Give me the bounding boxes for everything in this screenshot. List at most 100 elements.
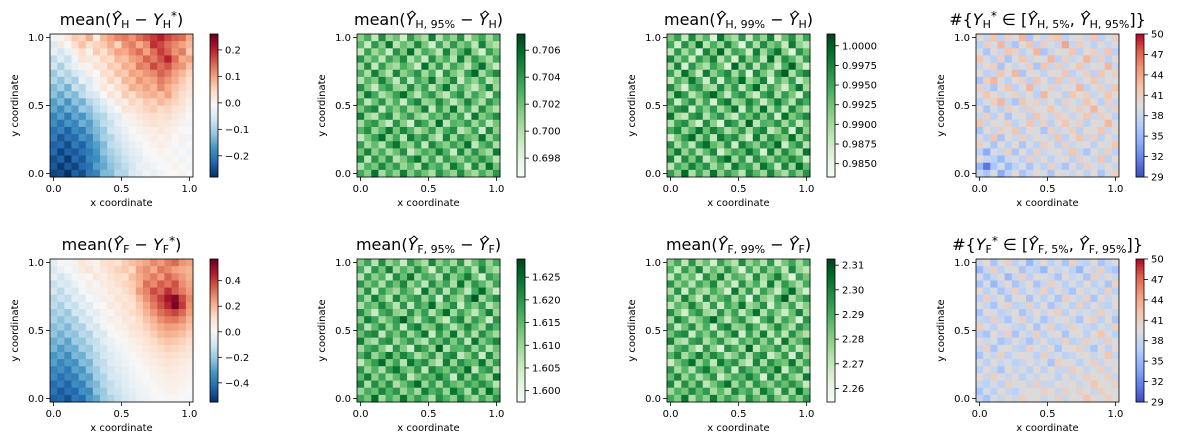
heatmap-cell: [57, 394, 65, 403]
heatmap-cell: [709, 148, 718, 157]
heatmap-cell: [1061, 294, 1070, 303]
colorbar-segment: [210, 340, 218, 343]
heatmap-cell: [378, 301, 387, 310]
heatmap-cell: [135, 351, 144, 360]
heatmap-cell: [485, 330, 494, 339]
heatmap-cell: [983, 62, 991, 71]
colorbar-segment: [827, 155, 835, 159]
heatmap-cell: [1011, 280, 1020, 289]
heatmap-cell: [71, 162, 80, 171]
heatmap-cell: [485, 141, 494, 149]
heatmap-cell: [171, 259, 180, 267]
heatmap-cell: [107, 62, 115, 71]
colorbar-segment: [210, 390, 218, 393]
heatmap-cell: [1033, 337, 1041, 346]
heatmap-cell: [78, 55, 87, 64]
heatmap-cell: [64, 287, 72, 296]
heatmap-cell: [1047, 148, 1056, 157]
heatmap-cell: [681, 84, 689, 92]
heatmap-cell: [724, 162, 732, 171]
heatmap-cell: [435, 266, 444, 274]
y-axis-label: y coordinate: [627, 74, 638, 136]
colorbar-segment: [517, 397, 525, 401]
heatmap-cell: [142, 387, 151, 396]
heatmap-cell: [976, 62, 984, 71]
heatmap-cell: [774, 287, 782, 296]
heatmap-cell: [1083, 266, 1091, 274]
heatmap-cell: [428, 148, 437, 157]
heatmap-cell: [71, 337, 80, 346]
colorbar-segment: [210, 76, 218, 80]
heatmap-cell: [1076, 316, 1084, 324]
heatmap-cell: [688, 323, 697, 331]
heatmap-cell: [142, 273, 151, 281]
heatmap-cell: [976, 394, 984, 403]
heatmap-cell: [1076, 126, 1084, 135]
colorbar-segment: [517, 316, 525, 320]
heatmap-cell: [407, 387, 415, 396]
colorbar-segment: [517, 328, 525, 331]
heatmap-cell: [107, 301, 115, 310]
heatmap-cell: [471, 287, 480, 296]
heatmap-cell: [667, 62, 675, 71]
heatmap-cell: [1054, 359, 1063, 367]
heatmap-cell: [1018, 112, 1027, 121]
hat-accent: [718, 10, 726, 15]
heatmap-cell: [802, 69, 811, 78]
heatmap-cell: [50, 259, 58, 267]
heatmap-cell: [688, 301, 697, 310]
heatmap-cell: [185, 301, 194, 310]
heatmap-cell: [407, 34, 415, 42]
heatmap-cell: [781, 316, 790, 324]
heatmap-cell: [485, 380, 494, 389]
heatmap-cell: [731, 259, 739, 267]
heatmap-cell: [471, 330, 480, 339]
heatmap-cell: [788, 41, 797, 49]
heatmap-cell: [492, 98, 501, 106]
heatmap-cell: [717, 373, 725, 382]
heatmap-cell: [702, 287, 711, 296]
heatmap-cell: [371, 366, 379, 374]
heatmap-cell: [774, 141, 782, 149]
heatmap-cell: [442, 155, 451, 164]
heatmap-cell: [738, 287, 747, 296]
heatmap-cell: [57, 34, 65, 42]
heatmap-cell: [1068, 380, 1077, 389]
heatmap-cell: [485, 155, 494, 164]
heatmap-cell: [1111, 91, 1120, 99]
colorbar-segment: [1136, 67, 1144, 71]
heatmap-cell: [399, 98, 408, 106]
heatmap-cell: [428, 294, 437, 303]
colorbar-segment: [210, 88, 218, 92]
heatmap-cell: [185, 84, 194, 92]
heatmap-cell: [121, 41, 130, 49]
heatmap-cell: [85, 112, 94, 121]
heatmap-cell: [378, 105, 387, 114]
heatmap-cell: [1054, 344, 1063, 353]
heatmap-cell: [57, 380, 65, 389]
heatmap-cell: [1040, 84, 1048, 92]
colorbar-segment: [1136, 134, 1144, 137]
heatmap-cell: [1026, 287, 1034, 296]
heatmap-cell: [392, 126, 401, 135]
heatmap-cell: [71, 287, 80, 296]
colorbar-segment: [827, 134, 835, 137]
heatmap-cell: [421, 69, 429, 78]
heatmap-cell: [1097, 126, 1106, 135]
heatmap-cell: [85, 266, 94, 274]
heatmap-cell: [976, 41, 984, 49]
heatmap-cell: [64, 105, 72, 114]
heatmap-cell: [1097, 337, 1106, 346]
heatmap-cell: [464, 330, 472, 339]
heatmap-cell: [457, 98, 465, 106]
heatmap-cell: [485, 337, 494, 346]
heatmap-cell: [1018, 309, 1027, 317]
heatmap-cell: [1076, 62, 1084, 71]
heatmap-cell: [1083, 309, 1091, 317]
heatmap-cell: [767, 91, 775, 99]
heatmap-cell: [371, 98, 379, 106]
heatmap-cell: [1033, 301, 1041, 310]
heatmap-cell: [1083, 105, 1091, 114]
heatmap-cell: [407, 141, 415, 149]
heatmap-cell: [178, 76, 187, 85]
